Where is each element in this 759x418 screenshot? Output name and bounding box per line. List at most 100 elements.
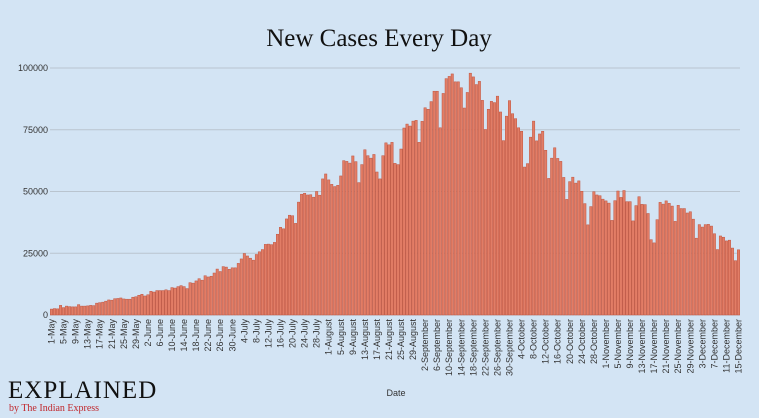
bar bbox=[387, 144, 391, 316]
x-tick-label: 3-December bbox=[697, 319, 707, 369]
bar bbox=[125, 298, 129, 316]
bar bbox=[140, 294, 144, 316]
bar bbox=[122, 298, 126, 316]
bar bbox=[74, 306, 78, 316]
bar bbox=[273, 242, 276, 316]
bar bbox=[336, 185, 340, 316]
bar bbox=[721, 236, 725, 316]
bar bbox=[279, 227, 282, 316]
bar bbox=[56, 308, 59, 316]
bar bbox=[652, 242, 656, 316]
x-tick-label: 12-July bbox=[263, 319, 273, 349]
x-tick-label: 18-September bbox=[468, 319, 478, 376]
bar bbox=[101, 301, 105, 316]
x-tick-label: 24-July bbox=[300, 319, 310, 349]
bar bbox=[529, 136, 533, 316]
bar bbox=[282, 228, 285, 316]
bar bbox=[158, 290, 162, 316]
bar bbox=[718, 235, 722, 316]
bar bbox=[80, 305, 84, 316]
y-tick-label: 50000 bbox=[23, 187, 48, 197]
bar bbox=[568, 181, 572, 316]
x-tick-label: 7-December bbox=[709, 319, 719, 369]
bar bbox=[137, 294, 141, 316]
x-tick-label: 8-July bbox=[251, 319, 261, 344]
bar bbox=[502, 140, 505, 316]
bar bbox=[706, 224, 710, 316]
bar bbox=[670, 205, 674, 316]
bar bbox=[348, 162, 352, 316]
bar bbox=[104, 300, 108, 316]
bar bbox=[182, 286, 186, 316]
bar bbox=[541, 130, 545, 316]
x-tick-label: 12-October bbox=[541, 319, 551, 364]
bar bbox=[119, 297, 123, 316]
bar bbox=[727, 239, 731, 316]
bar bbox=[53, 308, 56, 316]
bar bbox=[526, 163, 530, 316]
bar bbox=[667, 203, 671, 316]
bar bbox=[95, 302, 99, 316]
bar bbox=[315, 191, 319, 316]
bar bbox=[483, 129, 487, 316]
bar bbox=[333, 186, 337, 316]
bar bbox=[441, 93, 445, 316]
x-tick-label: 13-August bbox=[360, 319, 370, 361]
x-tick-label: 6-June bbox=[155, 319, 165, 347]
bar bbox=[179, 285, 183, 316]
bar bbox=[236, 263, 240, 316]
bar bbox=[523, 166, 527, 316]
bar bbox=[396, 164, 400, 316]
bar bbox=[420, 121, 424, 316]
bar bbox=[426, 108, 430, 316]
bar bbox=[438, 127, 442, 316]
bar bbox=[300, 193, 304, 316]
bar bbox=[266, 243, 270, 316]
x-tick-label: 29-August bbox=[408, 319, 418, 361]
bar bbox=[544, 150, 548, 316]
bar bbox=[327, 179, 331, 316]
bar bbox=[390, 142, 394, 316]
bar bbox=[381, 155, 385, 316]
x-tick-label: 25-August bbox=[396, 319, 406, 361]
bar bbox=[65, 305, 69, 316]
bar bbox=[113, 298, 117, 316]
x-tick-label: 21-November bbox=[661, 319, 671, 374]
bar bbox=[679, 208, 683, 316]
bar bbox=[372, 154, 376, 316]
bar bbox=[731, 247, 734, 316]
x-tick-label: 2-September bbox=[420, 319, 430, 371]
bar bbox=[634, 205, 638, 316]
x-tick-label: 17-November bbox=[649, 319, 659, 374]
bar bbox=[655, 219, 659, 316]
bar bbox=[604, 200, 608, 316]
bar bbox=[676, 205, 680, 316]
bar bbox=[571, 176, 575, 316]
bar bbox=[712, 233, 716, 316]
chart-title: New Cases Every Day bbox=[266, 25, 492, 52]
bar bbox=[306, 194, 310, 316]
bar bbox=[631, 220, 635, 316]
bar bbox=[92, 305, 96, 316]
bar bbox=[167, 290, 171, 316]
bar bbox=[384, 142, 388, 316]
bar bbox=[354, 161, 358, 316]
bar bbox=[218, 271, 222, 316]
bar bbox=[619, 197, 623, 316]
bar bbox=[456, 81, 460, 316]
bar bbox=[703, 224, 707, 316]
x-tick-label: 11-December bbox=[721, 319, 731, 373]
bar bbox=[297, 201, 301, 316]
bar bbox=[393, 163, 397, 316]
bar bbox=[429, 101, 433, 316]
bar bbox=[375, 171, 379, 316]
bar bbox=[285, 218, 288, 316]
x-tick-label: 21-August bbox=[384, 319, 394, 361]
y-tick-label: 25000 bbox=[23, 248, 48, 258]
bar bbox=[685, 212, 689, 316]
bar bbox=[405, 123, 409, 316]
bar bbox=[71, 306, 75, 316]
bar bbox=[411, 120, 415, 316]
bar bbox=[613, 200, 617, 316]
bar bbox=[462, 107, 466, 316]
